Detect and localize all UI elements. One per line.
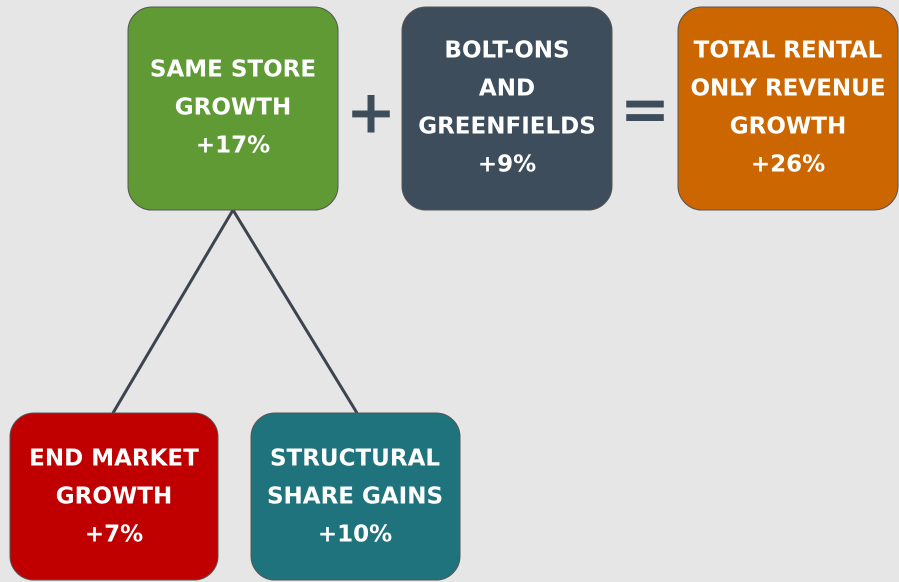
- node-label: SAME STORE: [150, 57, 316, 83]
- node-label: ONLY REVENUE: [690, 76, 885, 102]
- node-value: +10%: [318, 522, 392, 548]
- node-label: GREENFIELDS: [418, 114, 596, 140]
- node-box: [677, 6, 899, 211]
- connector: [231, 209, 359, 414]
- node-label: BOLT-ONS: [444, 38, 569, 64]
- node-label: GROWTH: [56, 484, 172, 510]
- connector: [111, 209, 235, 414]
- node-label: GROWTH: [730, 114, 846, 140]
- node-box: [127, 6, 339, 211]
- node-label: GROWTH: [175, 95, 291, 121]
- equals-operator: =: [620, 75, 670, 145]
- node-label: STRUCTURAL: [270, 446, 440, 472]
- node-value: +17%: [196, 133, 270, 159]
- node-label: END MARKET: [29, 446, 199, 472]
- node-value: +7%: [85, 522, 143, 548]
- node-box: [9, 412, 219, 581]
- node-label: AND: [479, 76, 535, 102]
- node-value: +9%: [478, 152, 536, 178]
- node-box: [250, 412, 461, 581]
- node-value: +26%: [751, 152, 825, 178]
- plus-operator: +: [346, 78, 396, 148]
- node-label: TOTAL RENTAL: [694, 38, 883, 64]
- node-label: SHARE GAINS: [267, 484, 443, 510]
- node-box: [401, 6, 613, 211]
